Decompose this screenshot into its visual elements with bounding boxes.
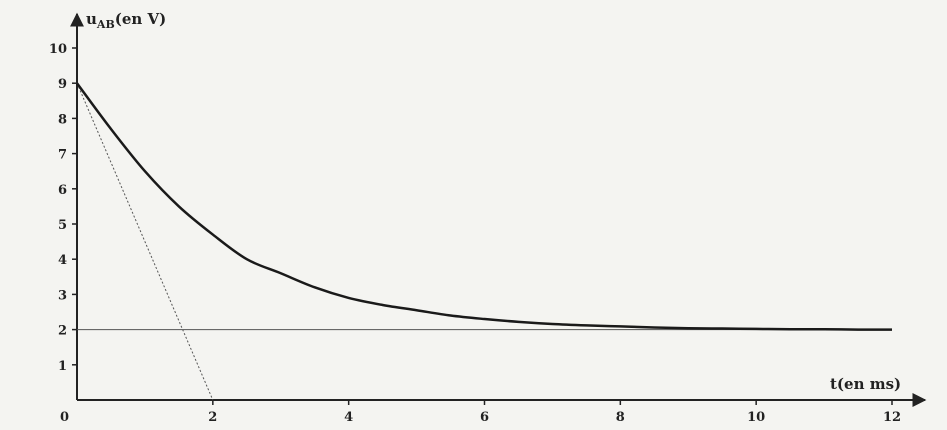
- y-tick-label: 8: [58, 112, 67, 127]
- x-tick-label: 12: [883, 410, 901, 425]
- y-axis-label-sub: AB: [96, 18, 115, 31]
- x-tick-label: 8: [616, 410, 625, 425]
- y-tick-label: 2: [58, 324, 67, 339]
- y-tick-label: 5: [58, 218, 67, 233]
- tangent-line: [76, 83, 214, 401]
- y-axis-label: uAB(en V): [86, 10, 166, 31]
- x-tick-label: 4: [344, 410, 353, 425]
- y-tick-label: 6: [58, 183, 67, 198]
- y-tick-label: 1: [58, 359, 67, 374]
- x-tick-label: 6: [480, 410, 489, 425]
- x-axis-label: t(en ms): [830, 375, 901, 393]
- y-tick-group: 1 2 3 4 5 6 7 8 9 10: [49, 42, 77, 374]
- y-tick-label: 7: [58, 148, 67, 163]
- x-tick-label: 2: [208, 410, 217, 425]
- y-axis-label-main: u: [86, 10, 97, 28]
- x-tick-group: 2 4 6 8 10 12: [208, 400, 901, 425]
- y-tick-label: 9: [58, 77, 67, 92]
- origin-label: 0: [60, 410, 69, 425]
- y-tick-label: 3: [58, 288, 67, 303]
- y-tick-label: 10: [49, 42, 67, 57]
- y-tick-label: 4: [58, 253, 67, 268]
- x-tick-label: 10: [747, 410, 765, 425]
- y-axis-label-unit: (en V): [115, 10, 167, 28]
- series-line: [75, 82, 893, 331]
